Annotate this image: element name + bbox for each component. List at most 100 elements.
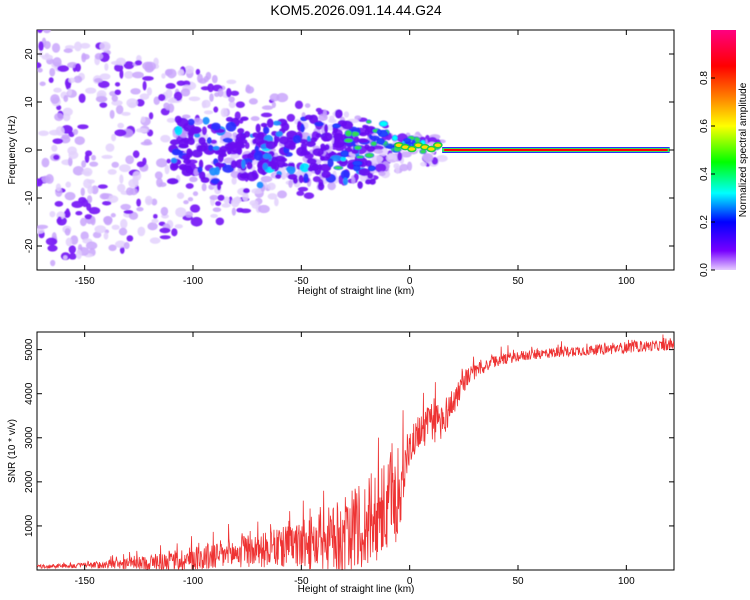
spectral-blob xyxy=(75,63,81,72)
spectral-blob xyxy=(130,88,141,95)
spectral-blob xyxy=(202,116,210,125)
spectral-blob xyxy=(160,206,169,216)
spectral-blob xyxy=(184,65,195,74)
spectral-blob xyxy=(306,158,317,165)
snr-content xyxy=(37,334,674,570)
spectrogram-x-ticks: -150 -100 -50 0 50 100 xyxy=(75,30,635,287)
spectral-blob xyxy=(257,204,270,214)
spectral-blob xyxy=(57,216,62,224)
spectral-blob xyxy=(48,129,61,136)
spectral-blob xyxy=(189,204,201,213)
spectral-blob xyxy=(267,182,276,191)
spectral-blob xyxy=(187,118,195,126)
spectral-blob xyxy=(369,178,376,185)
spectral-blob xyxy=(208,144,214,152)
spectral-blob xyxy=(275,174,282,179)
spectral-blob xyxy=(288,142,296,151)
spectral-blob xyxy=(181,167,193,177)
spectral-blob xyxy=(187,131,195,137)
spectral-blob xyxy=(53,87,62,93)
spectral-blob xyxy=(176,117,189,128)
spectral-blob xyxy=(144,195,153,206)
spectral-blob xyxy=(215,201,222,206)
spectral-blob xyxy=(50,94,60,104)
spectral-blob xyxy=(431,157,439,165)
spectral-blob xyxy=(235,147,241,154)
spectral-blob xyxy=(160,134,171,143)
spectral-blob xyxy=(256,181,264,189)
spectral-blob xyxy=(50,259,56,267)
spectral-blob xyxy=(209,93,214,102)
spectral-blob xyxy=(235,101,245,108)
spectral-blob xyxy=(72,166,84,176)
spectral-blob xyxy=(255,123,261,133)
spectral-blob xyxy=(153,213,158,219)
spectral-blob xyxy=(217,88,224,98)
spectral-blob xyxy=(109,109,115,119)
spectral-blob xyxy=(123,209,134,215)
spectrogram-x-label: Height of straight line (km) xyxy=(298,286,415,297)
spectral-blob xyxy=(111,133,117,142)
spectral-blob xyxy=(63,255,68,260)
spectral-blob xyxy=(275,131,283,137)
spectral-blob xyxy=(310,136,318,143)
spectral-blob xyxy=(285,166,296,172)
spectral-blob xyxy=(172,150,184,155)
spectral-blob xyxy=(307,166,314,172)
spectral-blob xyxy=(197,166,203,174)
spectral-blob xyxy=(103,215,113,225)
spectrogram-content xyxy=(37,30,670,267)
spectral-blob xyxy=(212,145,220,151)
snr-x-label: Height of straight line (km) xyxy=(298,584,415,595)
x-tick-label: -50 xyxy=(294,276,309,287)
spectral-blob xyxy=(78,93,86,104)
spectral-blob xyxy=(210,139,217,145)
spectral-blob xyxy=(117,183,126,193)
spectral-blob xyxy=(99,41,111,52)
spectral-blob xyxy=(48,77,54,84)
fragment-blob xyxy=(364,152,375,159)
fragment-blob xyxy=(426,145,437,153)
y-tick-label: 5000 xyxy=(24,338,35,361)
spectral-blob xyxy=(123,242,130,250)
fragment-blob xyxy=(433,141,443,149)
spectral-blob xyxy=(231,207,237,216)
spectral-blob xyxy=(334,109,343,119)
spectral-blob xyxy=(312,148,324,157)
spectral-blob xyxy=(154,171,163,180)
spectral-blob xyxy=(123,61,135,70)
spectral-blob xyxy=(287,173,298,180)
spectral-blob xyxy=(243,130,251,138)
x-tick-label: 0 xyxy=(407,276,413,287)
spectral-blob xyxy=(165,83,176,90)
spectral-blob xyxy=(74,41,82,52)
fragment-blob xyxy=(376,138,385,145)
spectral-blob xyxy=(82,167,93,177)
spectral-blob xyxy=(294,100,304,110)
spectral-blob xyxy=(72,128,79,136)
spectral-blob xyxy=(51,144,58,152)
spectral-blob xyxy=(239,173,249,179)
spectral-blob xyxy=(260,175,273,183)
spectral-blob xyxy=(212,207,222,213)
fragment-blob xyxy=(355,155,365,159)
spectral-blob xyxy=(102,200,112,206)
spectral-blob xyxy=(254,145,260,153)
spectral-blob xyxy=(54,112,64,122)
spectrogram-y-label: Frequency (Hz) xyxy=(7,116,18,185)
spectral-blob xyxy=(52,57,62,67)
spectral-blob xyxy=(164,69,171,76)
spectral-blob xyxy=(169,139,180,146)
spectral-blob xyxy=(171,164,179,170)
spectral-blob xyxy=(230,160,237,169)
x-tick-label: -100 xyxy=(183,276,203,287)
spectral-blob xyxy=(37,62,42,69)
fragment-blob xyxy=(407,145,417,153)
y-tick-label: -20 xyxy=(24,238,35,253)
spectral-blob xyxy=(266,118,274,128)
spectral-blob xyxy=(92,231,102,239)
spectral-blob xyxy=(147,222,158,231)
spectral-blob xyxy=(91,185,99,195)
spectral-blob xyxy=(47,244,58,252)
